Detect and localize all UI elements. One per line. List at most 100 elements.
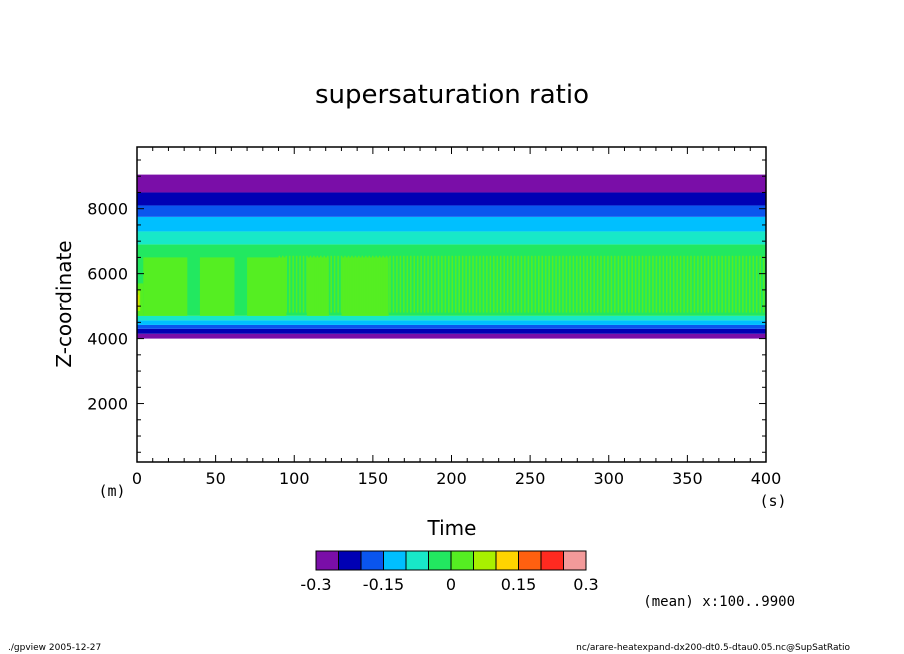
contour-cell-3 (143, 257, 188, 316)
oscillation-stripe-43 (427, 255, 429, 313)
oscillation-stripe-53 (461, 255, 464, 313)
x-tick-label: 350 (672, 469, 703, 488)
oscillation-stripe-64 (499, 255, 502, 313)
oscillation-stripe-96 (610, 255, 613, 313)
oscillation-stripe-111 (662, 255, 665, 313)
colorbar-swatch-2 (360, 550, 384, 571)
contour-band-0 (137, 333, 766, 339)
oscillation-stripe-107 (648, 255, 651, 313)
y-tick-label: 4000 (87, 330, 128, 349)
oscillation-stripe-138 (755, 255, 758, 313)
oscillation-stripe-131 (731, 255, 734, 313)
colorbar-legend (315, 550, 587, 571)
oscillation-stripe-17 (337, 255, 339, 313)
y-tick-label: 8000 (87, 200, 128, 219)
oscillation-stripe-3 (288, 255, 291, 313)
oscillation-stripe-77 (544, 255, 547, 313)
contour-band-9 (137, 192, 766, 206)
x-axis-label: Time (427, 516, 477, 540)
oscillation-stripe-110 (659, 255, 661, 313)
oscillation-stripe-118 (686, 255, 689, 313)
oscillation-stripe-59 (482, 255, 485, 313)
x-tick-label: 0 (132, 469, 142, 488)
oscillation-stripe-130 (728, 255, 730, 313)
colorbar-swatch-10 (540, 550, 564, 571)
oscillation-stripe-93 (600, 255, 602, 313)
oscillation-stripe-116 (679, 255, 682, 313)
oscillation-stripe-81 (558, 255, 561, 313)
oscillation-stripe-12 (320, 255, 322, 313)
x-tick-label: 50 (205, 469, 225, 488)
oscillation-stripe-9 (309, 255, 312, 313)
oscillation-stripe-82 (562, 255, 564, 313)
colorbar-swatch-9 (518, 550, 542, 571)
oscillation-stripe-22 (354, 255, 357, 313)
oscillation-stripe-23 (358, 255, 360, 313)
plot-area (137, 174, 766, 339)
oscillation-stripe-113 (669, 255, 672, 313)
oscillation-stripe-56 (472, 255, 474, 313)
oscillation-stripe-119 (690, 255, 692, 313)
contour-band-8 (137, 205, 766, 217)
colorbar-swatch-1 (338, 550, 362, 571)
oscillation-stripe-27 (371, 255, 374, 313)
colorbar-swatch-8 (495, 550, 519, 571)
contour-band-3 (137, 320, 766, 325)
y-tick-label: 6000 (87, 265, 128, 284)
oscillation-stripe-87 (579, 255, 582, 313)
oscillation-stripe-0 (278, 255, 281, 313)
contour-band-10 (137, 174, 766, 193)
colorbar-tick-label: 0.15 (501, 575, 537, 594)
oscillation-stripe-106 (645, 255, 647, 313)
oscillation-stripe-58 (479, 255, 481, 313)
oscillation-stripe-21 (351, 255, 353, 313)
oscillation-stripe-129 (724, 255, 727, 313)
oscillation-stripe-90 (589, 255, 592, 313)
colorbar-tick-label: -0.15 (363, 575, 404, 594)
oscillation-stripe-65 (503, 255, 505, 313)
oscillation-stripe-123 (704, 255, 706, 313)
oscillation-stripe-2 (285, 255, 288, 313)
colorbar-swatch-4 (405, 550, 429, 571)
oscillation-stripe-47 (441, 255, 443, 313)
colorbar-ticks: -0.3 -0.15 0 0.15 0.3 (300, 575, 598, 594)
colorbar-swatch-3 (383, 550, 407, 571)
footer-right: nc/arare-heatexpand-dx200-dt0.5-dtau0.05… (576, 643, 850, 653)
oscillation-stripe-109 (655, 255, 658, 313)
x-axis-unit: (s) (759, 492, 786, 510)
oscillation-stripe-35 (399, 255, 402, 313)
oscillation-stripe-108 (652, 255, 654, 313)
colorbar-swatch-6 (450, 550, 474, 571)
oscillation-stripe-8 (306, 255, 308, 313)
oscillation-stripe-34 (396, 255, 398, 313)
oscillation-stripe-49 (448, 255, 450, 313)
oscillation-stripe-79 (551, 255, 554, 313)
oscillation-stripe-54 (465, 255, 467, 313)
oscillation-stripe-25 (365, 255, 367, 313)
oscillation-stripe-135 (745, 255, 748, 313)
oscillation-stripe-105 (641, 255, 644, 313)
oscillation-stripe-121 (697, 255, 699, 313)
oscillation-stripe-31 (385, 255, 388, 313)
oscillation-stripe-48 (444, 255, 447, 313)
contour-band-1 (137, 328, 766, 334)
contour-band-6 (137, 231, 766, 245)
colorbar-swatch-11 (563, 550, 587, 571)
oscillation-stripe-95 (607, 255, 609, 313)
oscillation-stripe-11 (316, 255, 319, 313)
oscillation-stripe-103 (634, 255, 637, 313)
oscillation-stripe-83 (565, 255, 568, 313)
oscillation-stripe-36 (403, 255, 405, 313)
x-tick-label: 400 (751, 469, 782, 488)
oscillation-stripe-78 (548, 255, 550, 313)
oscillation-stripe-80 (555, 255, 557, 313)
y-axis-label: Z-coordinate (52, 240, 76, 367)
oscillation-stripe-100 (624, 255, 627, 313)
oscillation-stripe-126 (714, 255, 716, 313)
oscillation-stripe-73 (531, 255, 533, 313)
oscillation-stripe-6 (299, 255, 301, 313)
oscillation-stripe-20 (347, 255, 350, 313)
oscillation-stripe-62 (493, 255, 495, 313)
oscillation-stripe-63 (496, 255, 499, 313)
oscillation-stripe-28 (375, 255, 377, 313)
